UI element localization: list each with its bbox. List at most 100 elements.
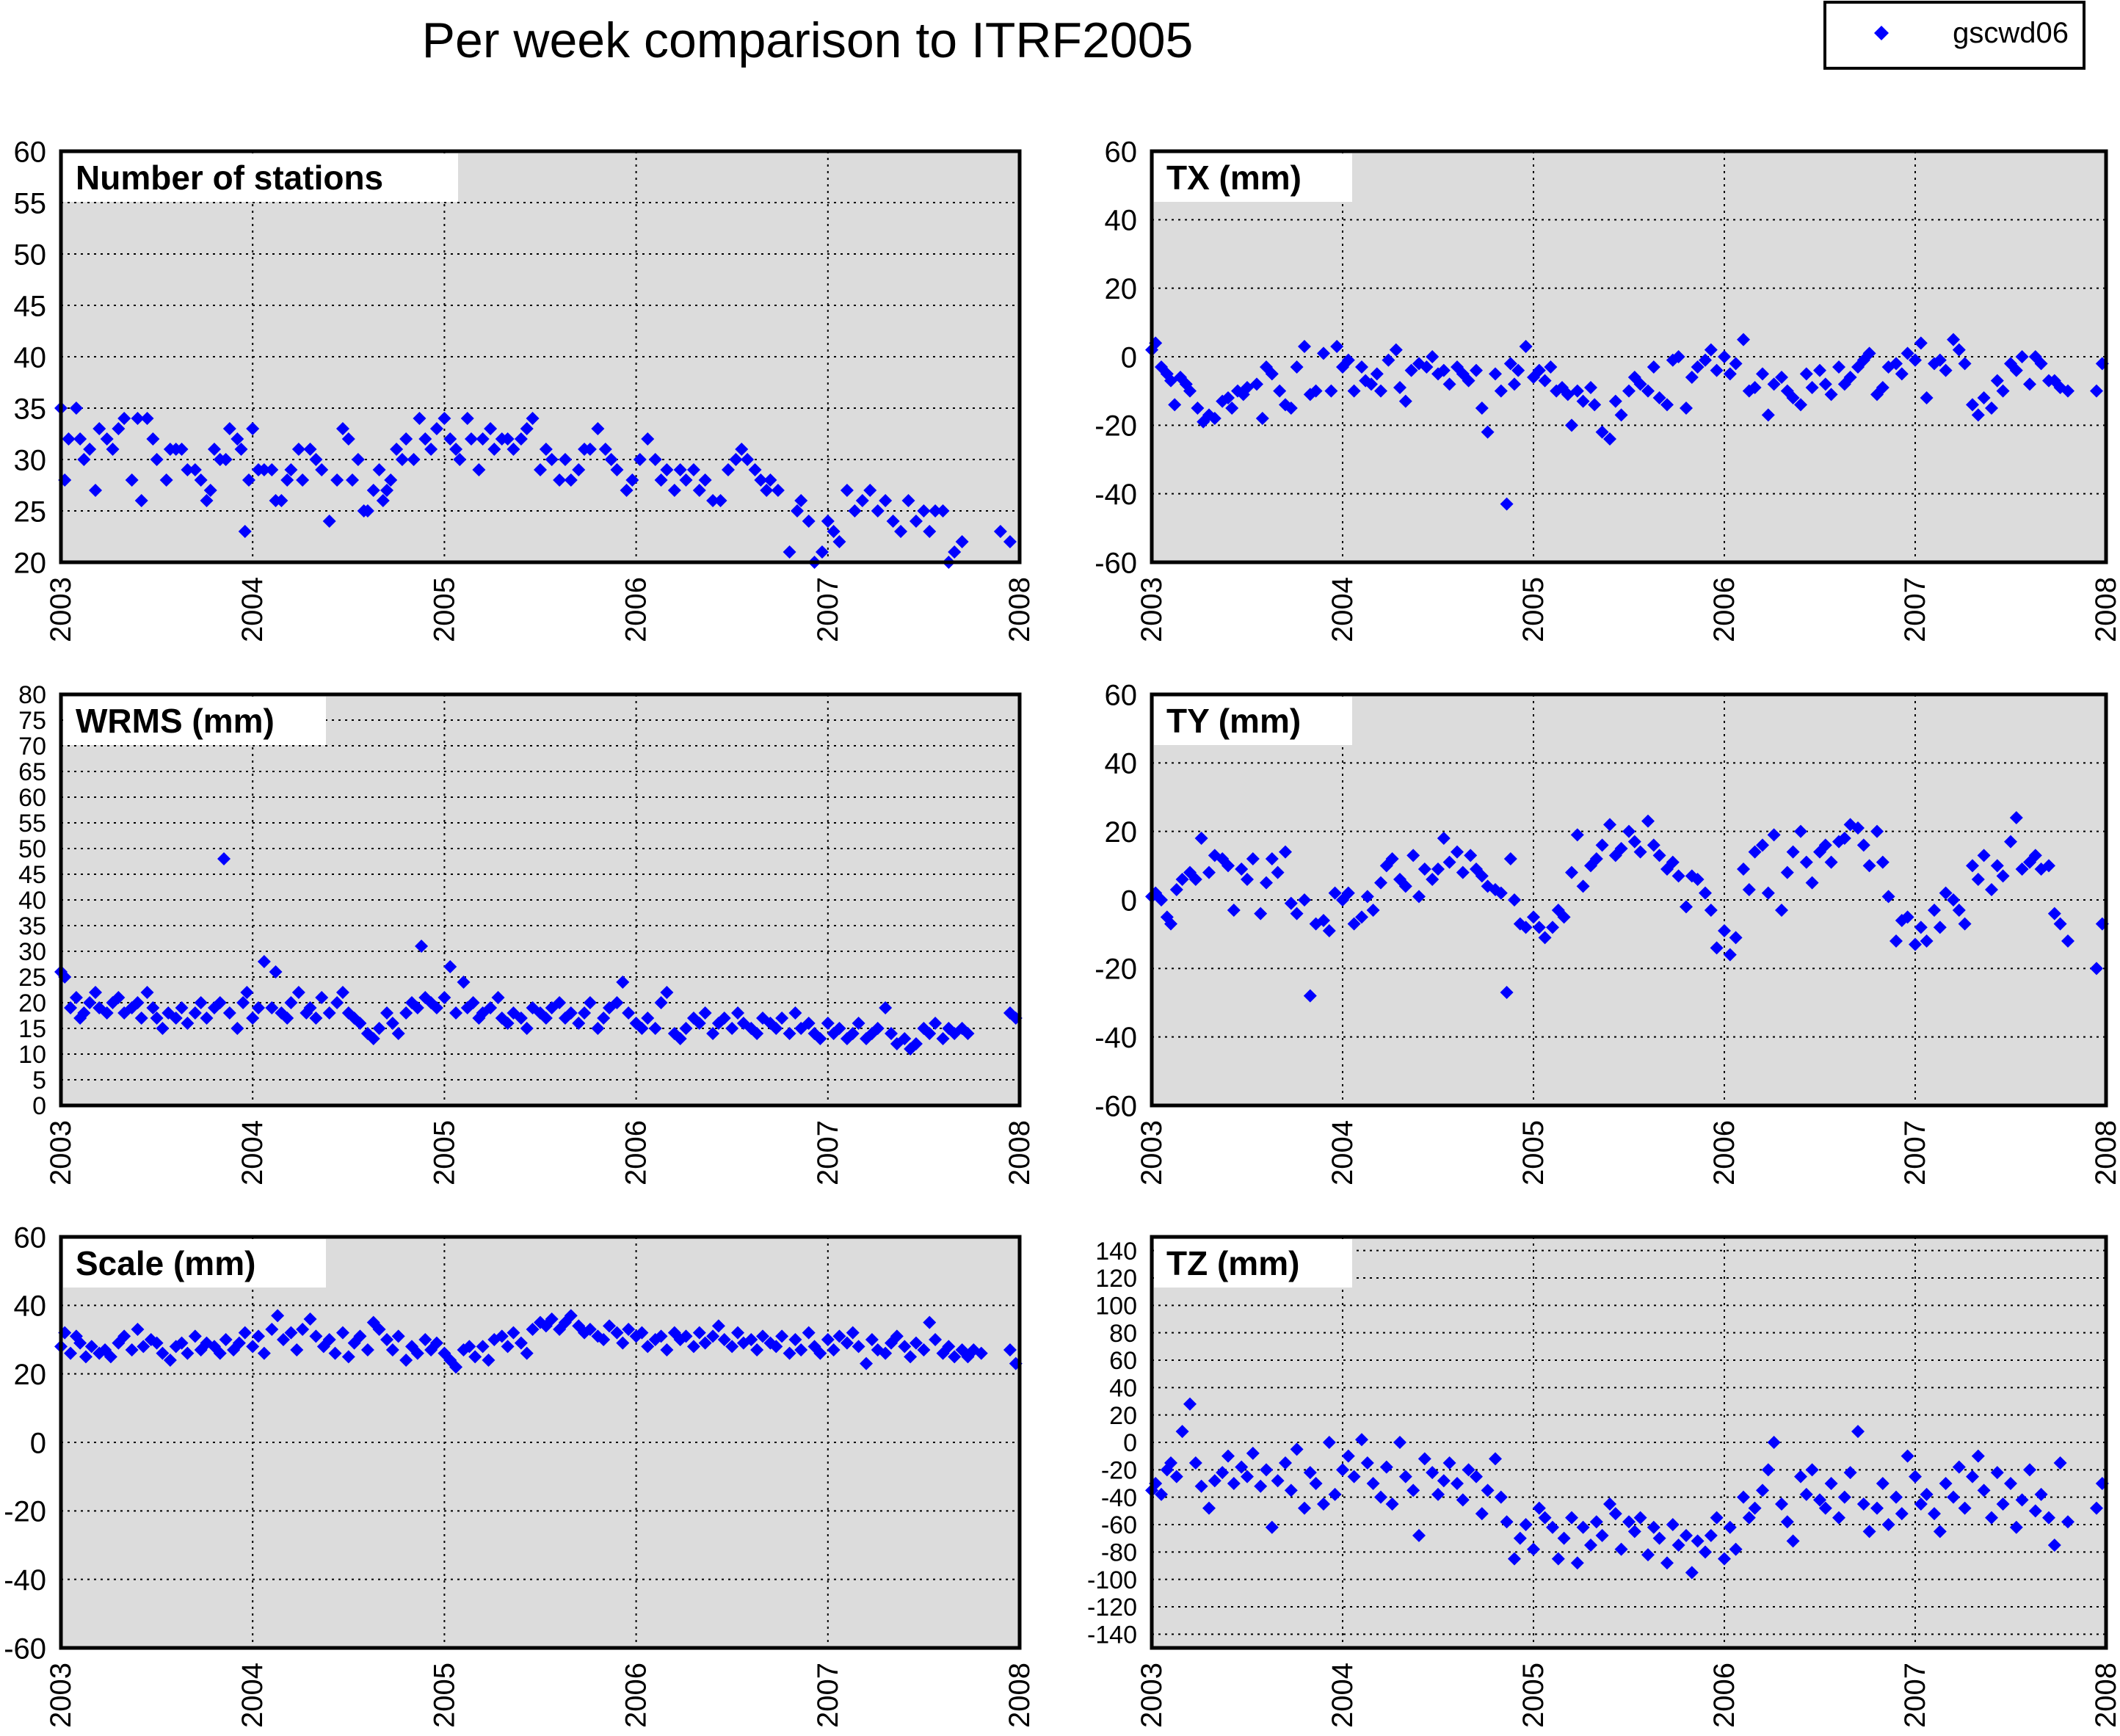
data-point [754,473,768,487]
data-point [1633,845,1647,859]
data-point [1273,384,1287,398]
data-point [794,1343,808,1357]
data-point [1360,890,1374,904]
data-point [1862,859,1876,873]
y-tick-label: 20 [1105,273,1138,305]
data-point [1699,1545,1712,1559]
y-tick-label: 60 [1105,679,1138,711]
data-point [633,453,647,466]
y-tick-label: 40 [1105,205,1138,237]
data-point [335,986,349,999]
data-point [1279,1456,1292,1470]
data-point [679,473,693,487]
data-point [1003,535,1017,548]
data-point [2004,1477,2017,1490]
data-point [175,1001,189,1014]
data-point [865,1333,879,1346]
data-point [1470,1470,1483,1483]
x-tick-label: 2007 [1899,1663,1931,1728]
data-point [2061,934,2074,948]
data-point [564,1006,578,1020]
data-point [1909,1470,1922,1483]
data-point [1284,896,1298,910]
data-point [846,1027,860,1040]
data-point [64,1001,78,1014]
plot-frame [1150,692,2108,1108]
data-point [238,525,252,538]
data-point [1355,1433,1368,1447]
data-point [1570,1556,1584,1570]
data-point [1565,418,1578,432]
data-point [353,1017,367,1030]
data-point [1355,910,1368,924]
data-point [2028,849,2042,862]
data-point [1393,381,1406,394]
x-tick-label: 2005 [428,1663,460,1728]
data-point [890,1329,904,1343]
data-point [1627,835,1641,849]
data-point [399,1006,413,1020]
data-point [698,1006,712,1020]
data-point [1519,920,1533,934]
x-tick-label: 2003 [45,1120,77,1185]
data-point [1169,883,1183,896]
data-point [1699,353,1712,367]
data-point [322,515,336,528]
data-point [125,1343,139,1357]
x-tick-label: 2006 [1708,1120,1740,1185]
data-point [1576,394,1590,408]
data-point [77,453,91,466]
y-tick-label: 5 [32,1067,46,1094]
data-point [1862,346,1876,360]
data-point [438,991,451,1004]
data-point [232,1336,246,1350]
data-point [578,1006,592,1020]
data-point [1406,1483,1420,1497]
data-point [2015,1493,2029,1507]
data-point [410,1346,424,1360]
data-point [1691,360,1705,374]
data-point [1794,1470,1807,1483]
data-point [1977,1483,1991,1497]
data-point [660,986,674,999]
data-point [2009,811,2023,824]
data-point [1718,350,1731,363]
data-point [380,484,394,497]
chart-panel: TZ (mm) -140-120-100-80-60-40-20020406080… [1087,1235,2120,1728]
data-point [1470,363,1483,377]
data-point [1546,920,1559,934]
data-point [1155,893,1168,907]
data-point [879,1346,893,1360]
data-point [1805,876,1819,890]
data-point [464,432,478,446]
data-point [1890,357,1903,371]
data-point [188,1006,202,1020]
data-point [100,432,114,446]
data-point [1914,336,1928,350]
data-point [443,432,457,446]
data-point [1824,1477,1838,1490]
data-point [1947,893,1960,907]
data-point [1508,1552,1521,1566]
y-tick-label: 30 [14,444,47,476]
data-point [1227,904,1241,917]
data-point [679,1022,693,1035]
data-point [1503,357,1517,371]
data-point [290,1343,304,1357]
data-point [380,1333,394,1346]
data-point [1660,1556,1674,1570]
x-tick-label: 2004 [236,1120,269,1185]
data-point [1527,1542,1540,1556]
data-point [1851,1425,1865,1439]
data-point [1544,360,1558,374]
data-point [514,1336,528,1350]
x-tick-label: 2005 [1517,577,1550,642]
data-point [1347,384,1361,398]
data-point [591,1022,605,1035]
data-point [948,545,962,559]
data-point [181,1346,195,1360]
data-point [146,432,160,446]
y-tick-label: 65 [18,758,46,786]
data-point [1503,852,1517,865]
